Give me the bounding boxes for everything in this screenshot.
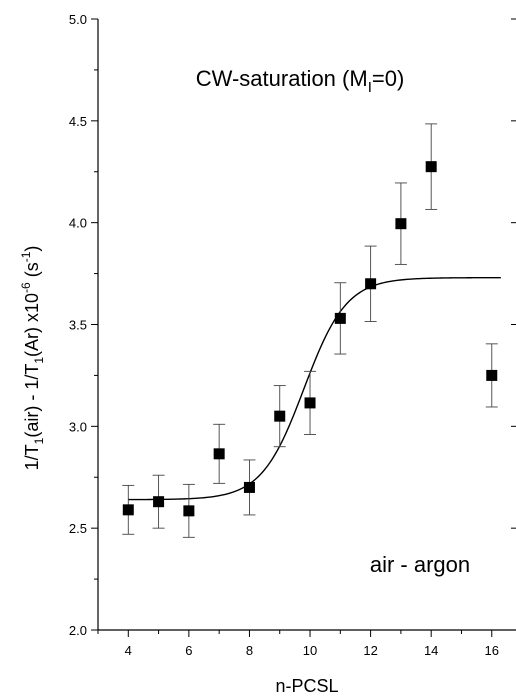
data-point — [243, 481, 255, 493]
x-tick-label: 8 — [246, 643, 253, 658]
data-point — [274, 410, 286, 422]
fit-curve — [128, 276, 501, 501]
y-tick-label: 2.5 — [69, 521, 87, 536]
y-tick-label: 3.0 — [69, 419, 87, 434]
chart-annotation-title: CW-saturation (MI=0) — [196, 66, 405, 96]
y-tick-label: 5.0 — [69, 12, 87, 27]
x-tick-label: 4 — [125, 643, 132, 658]
data-point — [153, 496, 165, 508]
data-point — [395, 218, 407, 230]
ticks: 4 6 8 10 12 14 16 2.0 2.5 3.0 3.5 4.0 4.5 5.0 — [69, 12, 516, 658]
data-points — [122, 161, 498, 517]
data-point — [365, 278, 377, 290]
axes — [97, 19, 516, 631]
data-point — [304, 397, 316, 409]
data-point — [213, 448, 225, 460]
x-tick-label: 14 — [424, 643, 438, 658]
y-tick-label: 2.0 — [69, 623, 87, 638]
data-point — [486, 369, 498, 381]
chart-annotation-label: air - argon — [370, 552, 470, 577]
y-axis-label: 1/T1(air) - 1/T1(Ar) x10-6 (s-1) — [19, 246, 46, 471]
x-tick-label: 6 — [185, 643, 192, 658]
x-tick-label: 16 — [485, 643, 499, 658]
y-tick-label: 4.0 — [69, 216, 87, 231]
data-point — [334, 312, 346, 324]
fit-curve-group — [128, 276, 501, 501]
data-point — [425, 161, 437, 173]
x-tick-label: 10 — [303, 643, 317, 658]
y-tick-label: 4.5 — [69, 114, 87, 129]
data-point — [183, 505, 195, 517]
error-bars — [122, 123, 498, 538]
y-tick-label: 3.5 — [69, 318, 87, 333]
x-tick-label: 12 — [363, 643, 377, 658]
x-axis-label: n-PCSL — [275, 676, 338, 696]
data-point — [122, 504, 134, 516]
